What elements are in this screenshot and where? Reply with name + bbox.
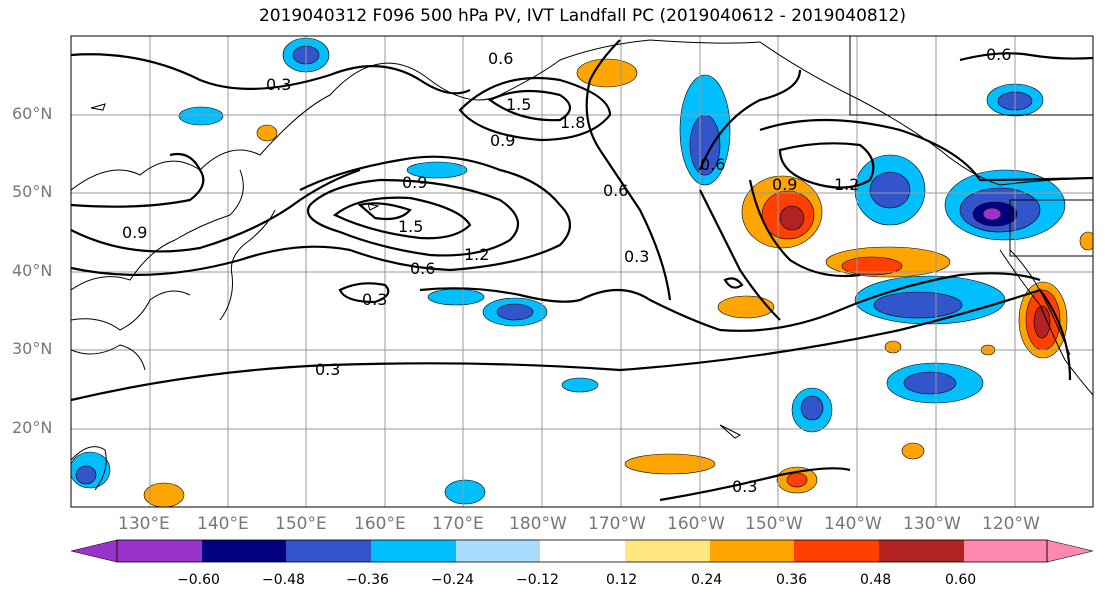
contour-label: 0.3 (315, 360, 340, 379)
lon-label: 180°W (509, 514, 567, 534)
colorbar-bin (117, 540, 202, 562)
lat-label: 50°N (12, 182, 53, 201)
colorbar-bin (879, 540, 964, 562)
contour-label: 1.2 (834, 175, 859, 194)
map-frame (70, 35, 1094, 508)
lat-label: 60°N (12, 104, 53, 123)
lon-label: 120°W (982, 514, 1040, 534)
lon-label: 140°E (197, 514, 249, 534)
contour-label: 0.3 (362, 290, 387, 309)
colorbar-tick-label: 0.24 (691, 572, 723, 588)
contour-label: 0.6 (410, 259, 435, 278)
contour-labels: 0.3 0.6 1.5 0.9 1.8 0.6 0.6 0.9 1.5 1.2 … (122, 45, 1011, 496)
contour-label: 0.6 (488, 49, 513, 68)
colorbar-tick-label: −0.60 (177, 572, 220, 588)
colorbar-bin (202, 540, 286, 562)
lon-label: 150°E (275, 514, 327, 534)
pv-anomaly-shading (71, 37, 1093, 507)
colorbar-tick-label: −0.36 (346, 572, 389, 588)
colorbar-bin (540, 540, 625, 562)
contour-label: 1.5 (398, 217, 423, 236)
colorbar-tick-label: −0.12 (516, 572, 559, 588)
colorbar-tick-label: 0.60 (945, 572, 977, 588)
contour-label: 0.6 (603, 181, 628, 200)
colorbar-extend-low (70, 539, 118, 563)
colorbar-tick-label: −0.24 (431, 572, 474, 588)
contour-label: 0.9 (772, 175, 797, 194)
colorbar-bin (371, 540, 456, 562)
lon-label: 130°E (118, 514, 170, 534)
colorbar-bin (794, 540, 879, 562)
lon-label: 150°W (745, 514, 803, 534)
pv-contours (71, 39, 1093, 502)
colorbar-bin (456, 540, 540, 562)
contour-label: 0.9 (490, 131, 515, 150)
lon-label: 170°W (588, 514, 646, 534)
colorbar-tick-label: −0.48 (262, 572, 305, 588)
lat-label: 40°N (12, 261, 53, 280)
colorbar-tick-label: 0.36 (776, 572, 808, 588)
contour-label: 0.3 (624, 247, 649, 266)
contour-label: 0.6 (700, 155, 725, 174)
colorbar-bin (286, 540, 371, 562)
contour-label: 0.9 (402, 173, 427, 192)
contour-label: 0.9 (122, 223, 147, 242)
contour-label: 0.6 (986, 45, 1011, 64)
contour-label: 1.2 (464, 245, 489, 264)
colorbar-bin (710, 540, 794, 562)
contour-label: 1.8 (560, 113, 585, 132)
colorbar-bin (625, 540, 710, 562)
colorbar-bin (964, 540, 1047, 562)
lon-label: 160°E (354, 514, 406, 534)
lon-label: 160°W (667, 514, 725, 534)
lat-label: 30°N (12, 339, 53, 358)
lon-label: 140°W (824, 514, 882, 534)
map-title: 2019040312 F096 500 hPa PV, IVT Landfall… (258, 6, 906, 26)
contour-label: 0.3 (266, 75, 291, 94)
lon-label: 130°W (903, 514, 961, 534)
colorbar-tick-label: 0.12 (606, 572, 638, 588)
lat-label: 20°N (12, 418, 53, 437)
colorbar-tick-label: 0.48 (860, 572, 892, 588)
colorbar-extend-high (1046, 539, 1094, 563)
lon-label: 170°E (432, 514, 484, 534)
contour-label: 0.3 (732, 477, 757, 496)
colorbar (70, 539, 1094, 563)
contour-label: 1.5 (506, 95, 531, 114)
